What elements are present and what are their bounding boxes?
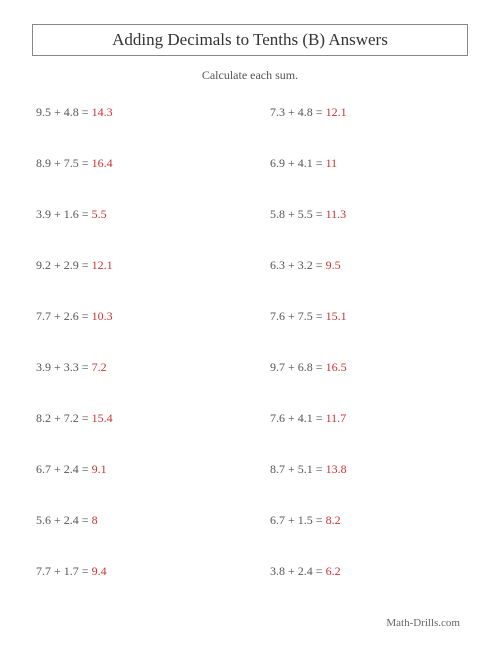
problem-cell: 3.9 + 3.3 = 7.2 [36, 360, 230, 375]
operand-a: 8.9 [36, 156, 51, 170]
problems-grid: 9.5 + 4.8 = 14.3 7.3 + 4.8 = 12.1 8.9 + … [32, 105, 468, 579]
problem-cell: 7.6 + 4.1 = 11.7 [270, 411, 464, 426]
answer: 7.2 [92, 360, 107, 374]
operand-a: 7.7 [36, 564, 51, 578]
operand-b: 1.7 [64, 564, 79, 578]
operand-a: 8.2 [36, 411, 51, 425]
operand-a: 7.7 [36, 309, 51, 323]
operand-a: 3.8 [270, 564, 285, 578]
answer: 9.1 [92, 462, 107, 476]
operand-b: 5.5 [298, 207, 313, 221]
problem-cell: 5.6 + 2.4 = 8 [36, 513, 230, 528]
problem-cell: 6.9 + 4.1 = 11 [270, 156, 464, 171]
operand-a: 9.5 [36, 105, 51, 119]
operand-b: 4.1 [298, 156, 313, 170]
problem-cell: 8.2 + 7.2 = 15.4 [36, 411, 230, 426]
answer: 15.4 [92, 411, 113, 425]
operand-b: 7.2 [64, 411, 79, 425]
operand-b: 5.1 [298, 462, 313, 476]
operand-b: 4.8 [298, 105, 313, 119]
answer: 12.1 [92, 258, 113, 272]
answer: 12.1 [326, 105, 347, 119]
page-title: Adding Decimals to Tenths (B) Answers [33, 30, 467, 50]
problem-cell: 6.7 + 2.4 = 9.1 [36, 462, 230, 477]
problem-cell: 3.8 + 2.4 = 6.2 [270, 564, 464, 579]
operand-b: 2.4 [298, 564, 313, 578]
problem-cell: 9.2 + 2.9 = 12.1 [36, 258, 230, 273]
problem-cell: 6.3 + 3.2 = 9.5 [270, 258, 464, 273]
footer-text: Math-Drills.com [386, 617, 460, 629]
operand-a: 9.2 [36, 258, 51, 272]
problem-cell: 5.8 + 5.5 = 11.3 [270, 207, 464, 222]
problem-cell: 3.9 + 1.6 = 5.5 [36, 207, 230, 222]
problem-cell: 8.7 + 5.1 = 13.8 [270, 462, 464, 477]
answer: 11 [326, 156, 338, 170]
operand-b: 6.8 [298, 360, 313, 374]
operand-b: 3.3 [64, 360, 79, 374]
problem-cell: 8.9 + 7.5 = 16.4 [36, 156, 230, 171]
answer: 14.3 [92, 105, 113, 119]
operand-a: 8.7 [270, 462, 285, 476]
problem-cell: 7.3 + 4.8 = 12.1 [270, 105, 464, 120]
problem-cell: 9.7 + 6.8 = 16.5 [270, 360, 464, 375]
operand-b: 3.2 [298, 258, 313, 272]
operand-a: 6.7 [270, 513, 285, 527]
operand-b: 7.5 [64, 156, 79, 170]
operand-b: 7.5 [298, 309, 313, 323]
problem-cell: 6.7 + 1.5 = 8.2 [270, 513, 464, 528]
operand-b: 2.9 [64, 258, 79, 272]
operand-a: 7.3 [270, 105, 285, 119]
operand-a: 3.9 [36, 360, 51, 374]
answer: 15.1 [326, 309, 347, 323]
answer: 6.2 [326, 564, 341, 578]
operand-a: 6.9 [270, 156, 285, 170]
operand-b: 4.1 [298, 411, 313, 425]
answer: 16.5 [326, 360, 347, 374]
operand-a: 6.3 [270, 258, 285, 272]
problem-cell: 7.7 + 2.6 = 10.3 [36, 309, 230, 324]
answer: 8.2 [326, 513, 341, 527]
problem-cell: 7.6 + 7.5 = 15.1 [270, 309, 464, 324]
answer: 11.7 [326, 411, 347, 425]
operand-a: 9.7 [270, 360, 285, 374]
answer: 13.8 [326, 462, 347, 476]
answer: 8 [92, 513, 98, 527]
operand-a: 6.7 [36, 462, 51, 476]
answer: 9.5 [326, 258, 341, 272]
answer: 9.4 [92, 564, 107, 578]
operand-b: 1.5 [298, 513, 313, 527]
answer: 10.3 [92, 309, 113, 323]
operand-a: 7.6 [270, 411, 285, 425]
operand-a: 5.6 [36, 513, 51, 527]
operand-b: 2.6 [64, 309, 79, 323]
answer: 16.4 [92, 156, 113, 170]
operand-a: 7.6 [270, 309, 285, 323]
title-box: Adding Decimals to Tenths (B) Answers [32, 24, 468, 56]
operand-a: 5.8 [270, 207, 285, 221]
operand-b: 2.4 [64, 513, 79, 527]
answer: 5.5 [92, 207, 107, 221]
operand-b: 2.4 [64, 462, 79, 476]
problem-cell: 9.5 + 4.8 = 14.3 [36, 105, 230, 120]
operand-a: 3.9 [36, 207, 51, 221]
subtitle: Calculate each sum. [32, 68, 468, 83]
operand-b: 4.8 [64, 105, 79, 119]
answer: 11.3 [326, 207, 347, 221]
problem-cell: 7.7 + 1.7 = 9.4 [36, 564, 230, 579]
operand-b: 1.6 [64, 207, 79, 221]
